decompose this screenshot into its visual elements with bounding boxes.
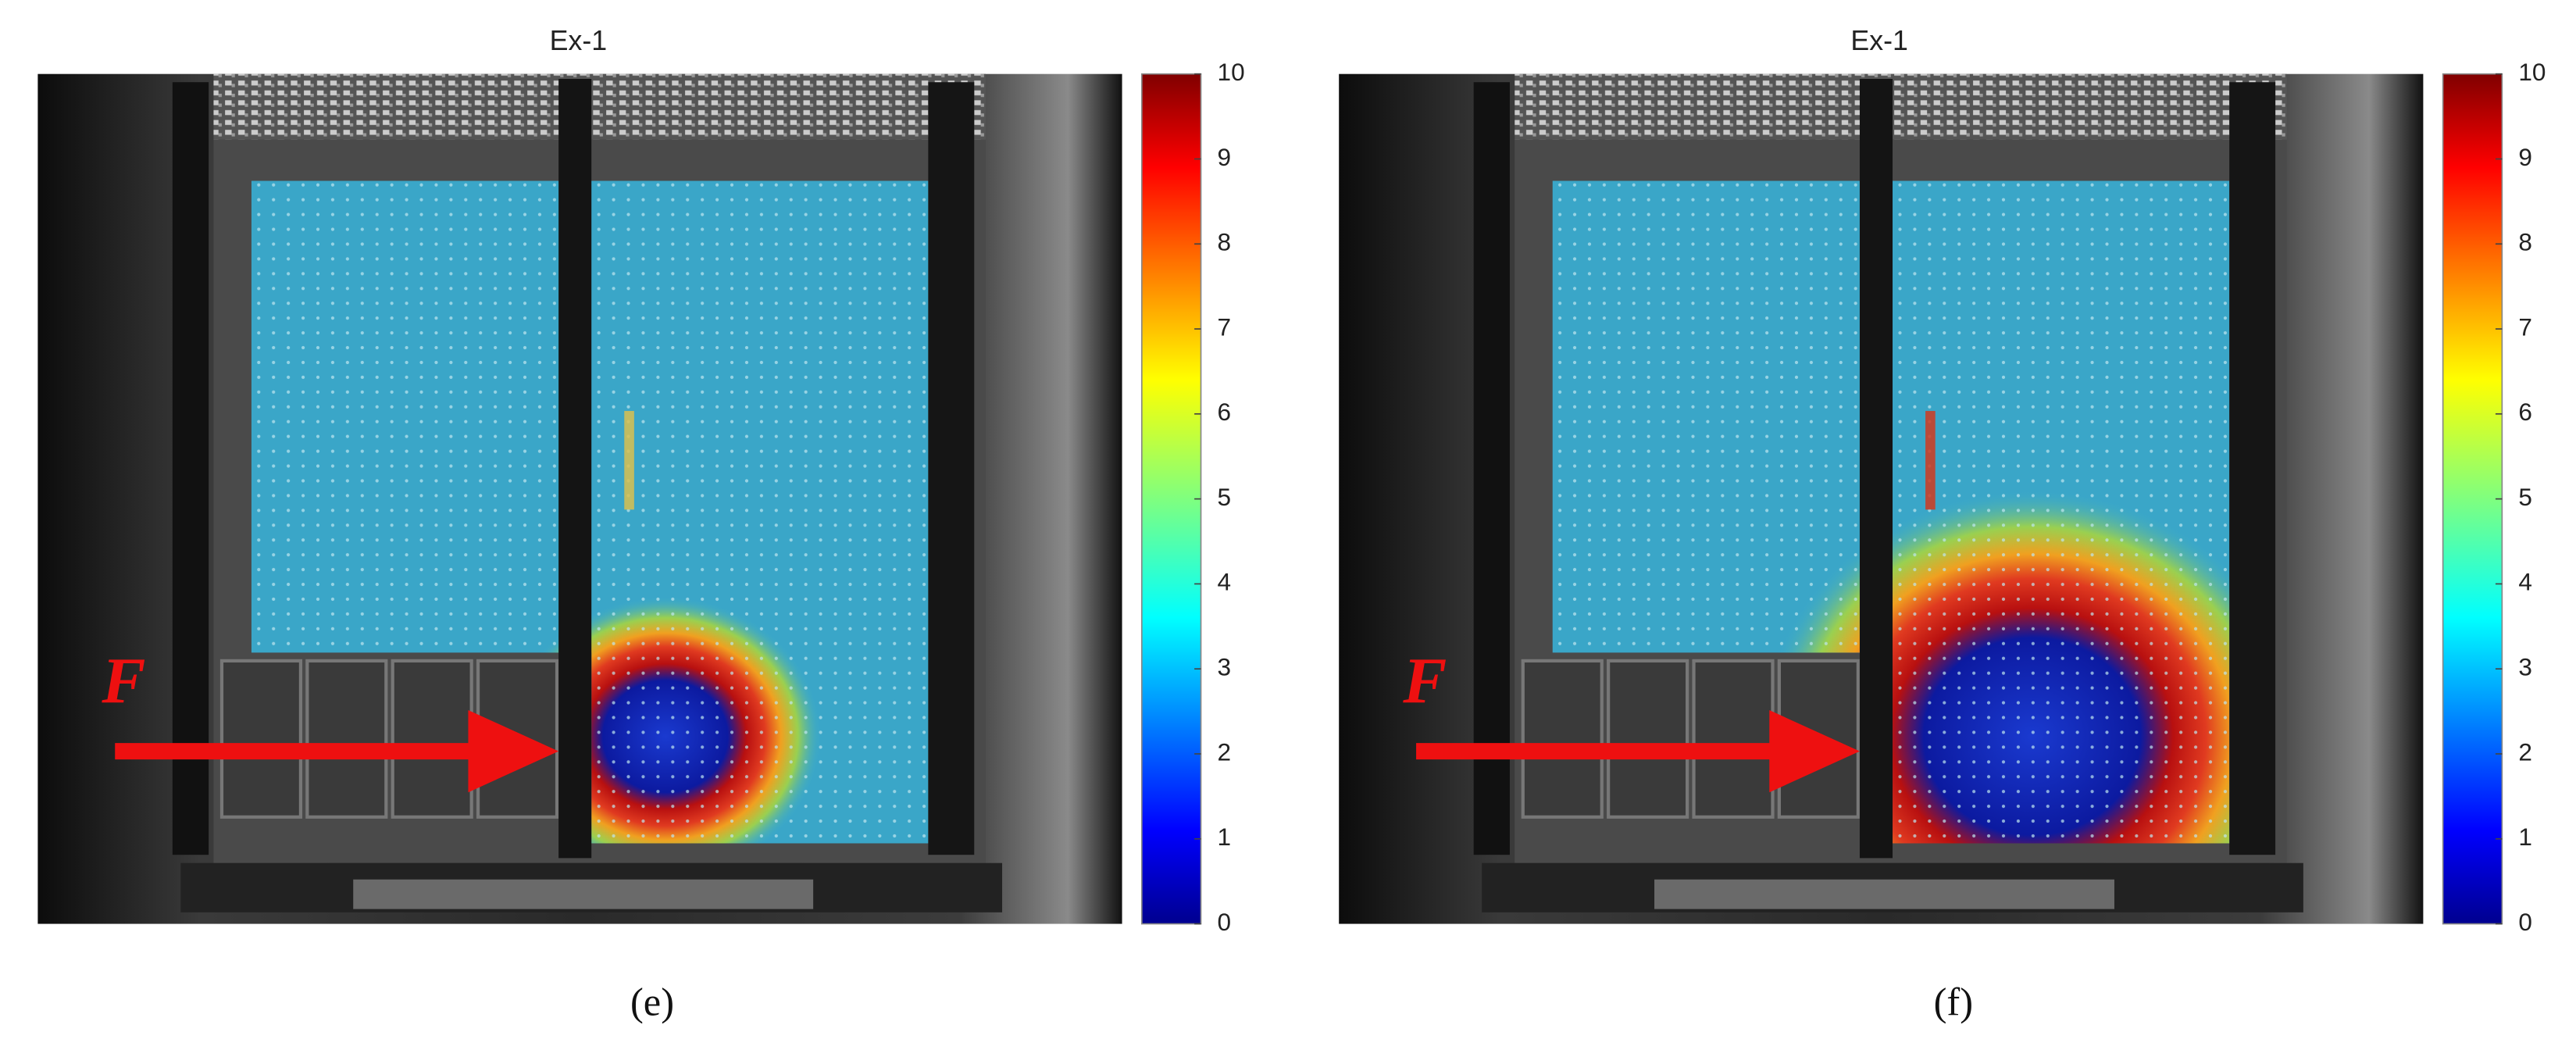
- force-label: F: [1402, 645, 1447, 717]
- panel-caption: (e): [630, 980, 674, 1023]
- colorbar-tick-label: 7: [2518, 312, 2532, 341]
- colorbar-tick-label: 1: [2518, 823, 2532, 851]
- colorbar-tick-label: 0: [1218, 908, 1232, 936]
- force-label: F: [101, 645, 145, 717]
- center-column: [558, 79, 592, 859]
- gravel: [213, 73, 986, 140]
- gravel: [1515, 73, 2287, 140]
- colorbar-tick-label: 8: [1218, 228, 1232, 256]
- colorbar-tick-label: 2: [1218, 737, 1232, 766]
- colorbar: [2442, 73, 2503, 925]
- panel-caption: (f): [1934, 980, 1973, 1023]
- compartment: [219, 659, 303, 819]
- colorbar-tick-label: 9: [2518, 143, 2532, 171]
- panel: Ex-1 F 0 1 2 3 4 5 6 7 8 9 10 (e): [37, 25, 1245, 1023]
- colorbar-tick-label: 7: [1218, 312, 1232, 341]
- force-arrow: [1416, 710, 1860, 793]
- colorbar-tick-label: 5: [2518, 483, 2532, 511]
- base: [353, 879, 814, 909]
- force-arrow: [115, 710, 559, 793]
- left-column: [172, 82, 209, 855]
- center-column: [1859, 79, 1893, 859]
- crack: [624, 411, 634, 510]
- panel: Ex-1 F 0 1 2 3 4 5 6 7 8 9 10 (f): [1339, 25, 2546, 1023]
- colorbar-tick-label: 6: [2518, 398, 2532, 426]
- right-column: [928, 82, 975, 855]
- colorbar-tick-label: 5: [1218, 483, 1232, 511]
- colorbar-tick-label: 2: [2518, 737, 2532, 766]
- colorbar-tick-label: 4: [1218, 568, 1232, 596]
- colorbar-tick-label: 3: [2518, 653, 2532, 681]
- compartment: [391, 659, 473, 819]
- panel-title: Ex-1: [550, 25, 608, 56]
- colorbar-tick-label: 10: [1218, 58, 1245, 86]
- compartment: [1521, 659, 1604, 819]
- panel-title: Ex-1: [1850, 25, 1908, 56]
- colorbar: [1140, 73, 1202, 925]
- compartment: [305, 659, 388, 819]
- left-column: [1473, 82, 1510, 855]
- colorbar-tick-label: 3: [1218, 653, 1232, 681]
- base: [1654, 879, 2114, 909]
- compartment: [1607, 659, 1689, 819]
- colorbar-tick-label: 4: [2518, 568, 2532, 596]
- colorbar-tick-label: 9: [1218, 143, 1232, 171]
- colorbar-tick-label: 6: [1218, 398, 1232, 426]
- crack: [1925, 411, 1936, 510]
- colorbar-tick-label: 10: [2518, 58, 2546, 86]
- colorbar-tick-label: 1: [1218, 823, 1232, 851]
- compartment: [476, 659, 559, 819]
- colorbar-tick-label: 8: [2518, 228, 2532, 256]
- compartment: [1692, 659, 1775, 819]
- colorbar-tick-label: 0: [2518, 908, 2532, 936]
- right-column: [2229, 82, 2276, 855]
